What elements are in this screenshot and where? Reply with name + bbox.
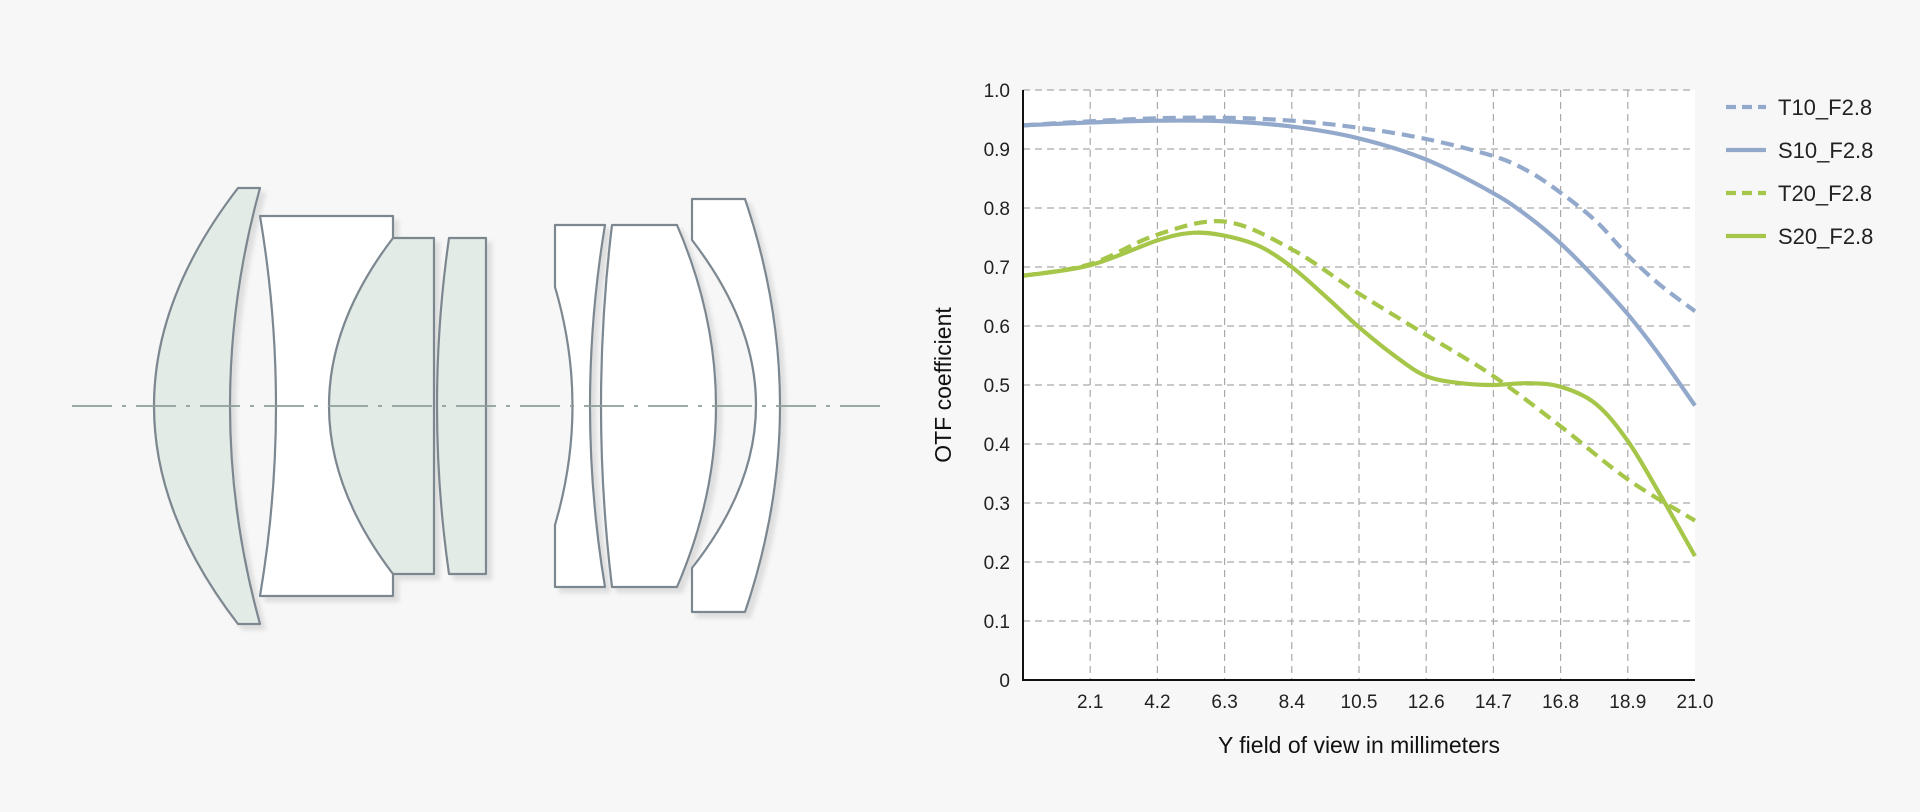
x-tick-labels: 2.1 4.2 6.3 8.4 10.5 12.6 14.7 16.8 18.9 21.0 (1077, 692, 1714, 713)
x-tick-label: 10.5 (1341, 692, 1378, 713)
series-line-t10-f2-8 (1022, 115, 1697, 313)
legend-label: T10_F2.8 (1778, 95, 1872, 120)
y-tick-label: 0.6 (984, 317, 1010, 338)
series-line-t20-f2-8 (1022, 219, 1697, 523)
y-tick-label: 0.4 (984, 435, 1011, 456)
lens-element-7 (690, 197, 782, 614)
x-tick-label: 6.3 (1211, 692, 1237, 713)
y-tick-labels: 0 0.1 0.2 0.3 0.4 0.5 0.6 0.7 0.8 0.9 1.0 (984, 81, 1011, 692)
x-tick-label: 8.4 (1279, 692, 1306, 713)
x-tick-label: 12.6 (1408, 692, 1445, 713)
legend-label: S20_F2.8 (1778, 224, 1873, 249)
y-tick-label: 0.2 (984, 553, 1010, 574)
x-tick-label: 4.2 (1144, 692, 1170, 713)
y-tick-label: 0.9 (984, 140, 1010, 161)
y-tick-label: 0.5 (984, 376, 1010, 397)
legend: T10_F2.8 S10_F2.8 T20_F2.8 S20_F2.8 (1726, 95, 1873, 249)
y-tick-label: 0 (999, 671, 1010, 692)
x-axis-title: Y field of view in millimeters (1218, 732, 1500, 758)
y-tick-label: 0.1 (984, 612, 1010, 633)
series-lines (1022, 115, 1697, 558)
legend-label: S10_F2.8 (1778, 138, 1873, 163)
y-tick-label: 0.7 (984, 258, 1010, 279)
x-tick-label: 14.7 (1475, 692, 1512, 713)
y-tick-label: 0.8 (984, 199, 1010, 220)
legend-label: T20_F2.8 (1778, 181, 1872, 206)
axes (1022, 90, 1695, 681)
lens-element-5 (553, 223, 607, 589)
y-tick-label: 1.0 (984, 81, 1010, 102)
x-tick-label: 21.0 (1677, 692, 1714, 713)
lens-cross-section-diagram (72, 186, 880, 626)
series-line-s10-f2-8 (1022, 118, 1697, 407)
x-tick-label: 16.8 (1542, 692, 1579, 713)
x-tick-label: 2.1 (1077, 692, 1103, 713)
y-tick-label: 0.3 (984, 494, 1010, 515)
series-line-s20-f2-8 (1022, 230, 1697, 558)
y-axis-title: OTF coefficient (930, 307, 956, 463)
x-tick-label: 18.9 (1609, 692, 1646, 713)
